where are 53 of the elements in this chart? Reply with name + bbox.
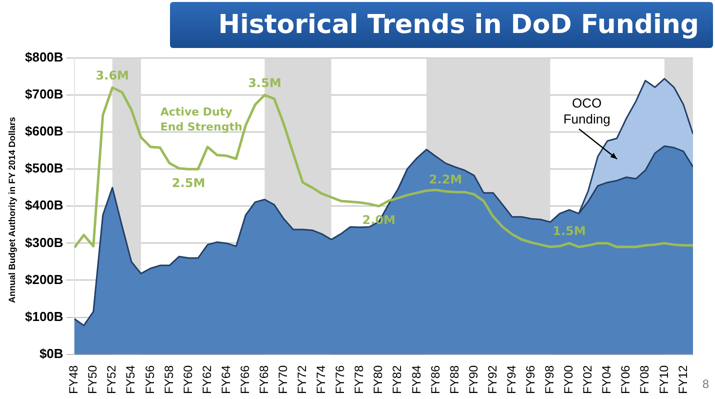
series-label: Active Duty End Strength — [160, 106, 242, 134]
x-tick-label: FY92 — [485, 365, 500, 394]
x-tick-label: FY84 — [409, 365, 424, 394]
y-tick-label: $300B — [24, 234, 64, 250]
x-tick-label: FY86 — [428, 365, 442, 394]
x-tick-label: FY78 — [352, 365, 366, 394]
x-tick-label: FY72 — [295, 365, 310, 394]
data-label: 3.5M — [248, 76, 282, 90]
y-tick-label: $400B — [24, 198, 64, 213]
x-tick-label: FY66 — [238, 365, 252, 394]
x-tick-label: FY50 — [86, 365, 100, 394]
y-tick-label: $100B — [24, 308, 64, 324]
x-tick-label: FY48 — [66, 365, 81, 394]
x-tick-label: FY52 — [104, 365, 119, 394]
x-tick-label: FY80 — [371, 365, 386, 394]
y-axis-title: Annual Budget Authority in FY 2014 Dollars — [7, 116, 17, 304]
x-tick-label: FY12 — [676, 365, 690, 394]
data-label: 3.6M — [96, 68, 129, 83]
x-tick-label: FY60 — [180, 365, 195, 394]
x-tick-label: FY98 — [542, 365, 557, 394]
data-label: 2.0M — [362, 213, 396, 228]
x-tick-label: FY54 — [124, 365, 138, 394]
y-tick-label: $0B — [39, 346, 64, 361]
x-tick-label: FY96 — [523, 365, 538, 394]
x-tick-label: FY94 — [504, 365, 518, 394]
x-tick-label: FY88 — [447, 365, 462, 394]
x-tick-label: FY70 — [276, 365, 290, 394]
y-tick-label: $800B — [24, 50, 64, 65]
x-tick-label: FY64 — [218, 365, 233, 394]
x-tick-label: FY10 — [656, 365, 671, 394]
x-tick-label: FY62 — [200, 365, 214, 394]
x-tick-label: FY68 — [256, 365, 271, 394]
x-tick-label: FY06 — [618, 365, 633, 394]
data-label: 2.2M — [428, 172, 462, 186]
x-tick-label: FY74 — [314, 365, 328, 394]
text: 8 — [702, 377, 709, 391]
x-tick-label: FY82 — [390, 365, 404, 394]
y-tick-label: $200B — [24, 272, 64, 287]
data-label: 2.5M — [172, 176, 206, 190]
x-tick-label: FY02 — [580, 365, 595, 394]
x-tick-label: FY00 — [562, 365, 576, 394]
y-tick-label: $600B — [24, 124, 64, 139]
x-tick-label: FY08 — [638, 365, 652, 394]
x-tick-label: FY76 — [333, 365, 348, 394]
y-tick-label: $700B — [24, 86, 64, 102]
data-label: 1.5M — [552, 224, 586, 238]
chart-title: Historical Trends in DoD Funding — [218, 10, 699, 40]
series-label: OCO Funding — [563, 95, 610, 126]
x-tick-label: FY58 — [162, 365, 176, 394]
x-tick-label: FY04 — [600, 365, 614, 394]
y-tick-label: $500B — [24, 160, 64, 176]
x-tick-label: FY56 — [142, 365, 157, 394]
x-tick-label: FY90 — [466, 365, 480, 394]
